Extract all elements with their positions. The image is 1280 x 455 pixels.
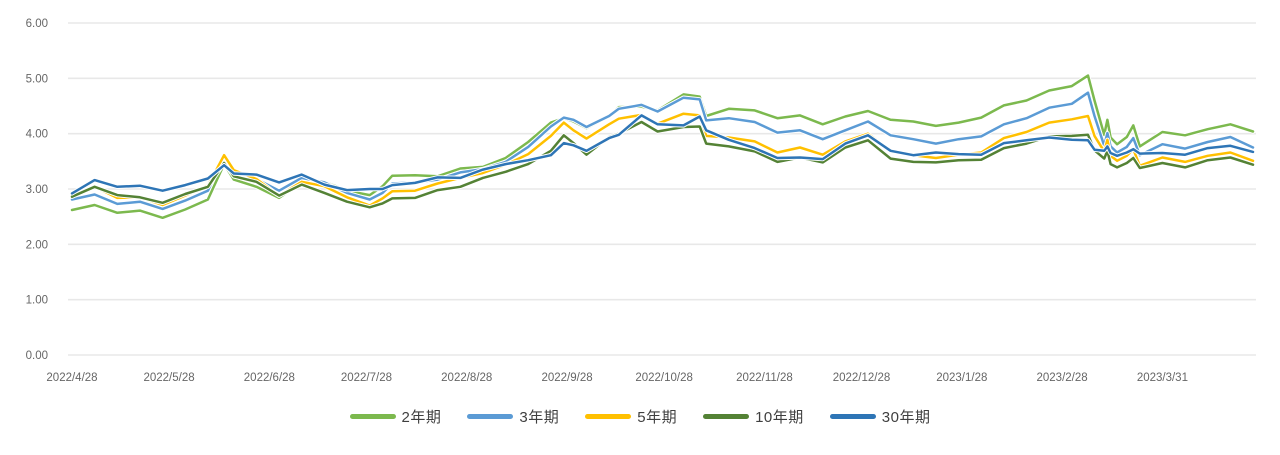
series-line-5y: [70, 112, 1255, 207]
y-axis-label: 0.00: [26, 350, 48, 362]
legend-label-30y: 30年期: [881, 409, 931, 426]
x-axis-label: 2023/2/28: [1037, 372, 1088, 384]
y-axis-label: 5.00: [26, 73, 48, 85]
series-line-10y: [70, 120, 1255, 209]
series-halo-2y: [69, 73, 1256, 221]
x-axis-label: 2022/12/28: [833, 372, 891, 384]
legend-item-3y: 3年期: [467, 406, 559, 427]
x-axis-label: 2022/9/28: [541, 372, 592, 384]
y-axis-label: 6.00: [26, 18, 48, 30]
y-axis-label: 1.00: [26, 295, 48, 307]
y-axis-label: 4.00: [26, 129, 48, 141]
x-axis-label: 2022/6/28: [244, 372, 295, 384]
chart-legend: 2年期 3年期 5年期 10年期 30年期: [0, 406, 1280, 427]
legend-label-5y: 5年期: [637, 409, 678, 426]
legend-label-10y: 10年期: [755, 409, 804, 426]
x-axis-label: 2022/11/28: [736, 372, 793, 384]
x-axis-label: 2023/1/28: [936, 372, 987, 384]
x-axis-label: 2022/7/28: [341, 372, 392, 384]
x-axis-label: 2022/8/28: [441, 372, 492, 384]
x-axis-label: 2022/4/28: [46, 372, 97, 384]
legend-label-3y: 3年期: [519, 409, 560, 426]
legend-label-2y: 2年期: [401, 409, 442, 426]
legend-swatch-2y: [349, 414, 396, 419]
legend-item-2y: 2年期: [349, 406, 442, 427]
legend-swatch-30y: [829, 414, 876, 419]
legend-item-5y: 5年期: [585, 406, 677, 427]
chart-plot-area: 0.00 1.00 2.00 3.00 4.00 5.00 6.00 2022/4/28 202…: [26, 18, 1256, 384]
legend-item-30y: 30年期: [829, 406, 931, 427]
x-axis-label: 2022/5/28: [143, 372, 194, 384]
series-line-3y: [70, 91, 1255, 211]
legend-item-10y: 10年期: [703, 406, 804, 427]
series-line-30y: [70, 114, 1255, 195]
series-halo-5y: [69, 111, 1256, 208]
x-axis-label: 2023/3/31: [1137, 372, 1188, 384]
y-axis-label: 2.00: [26, 239, 48, 251]
legend-swatch-10y: [703, 414, 750, 419]
series-line-2y: [70, 74, 1255, 220]
y-axis-label: 3.00: [26, 184, 48, 196]
x-axis-label: 2022/10/28: [635, 372, 693, 384]
legend-swatch-3y: [467, 414, 514, 419]
legend-swatch-5y: [585, 414, 632, 419]
